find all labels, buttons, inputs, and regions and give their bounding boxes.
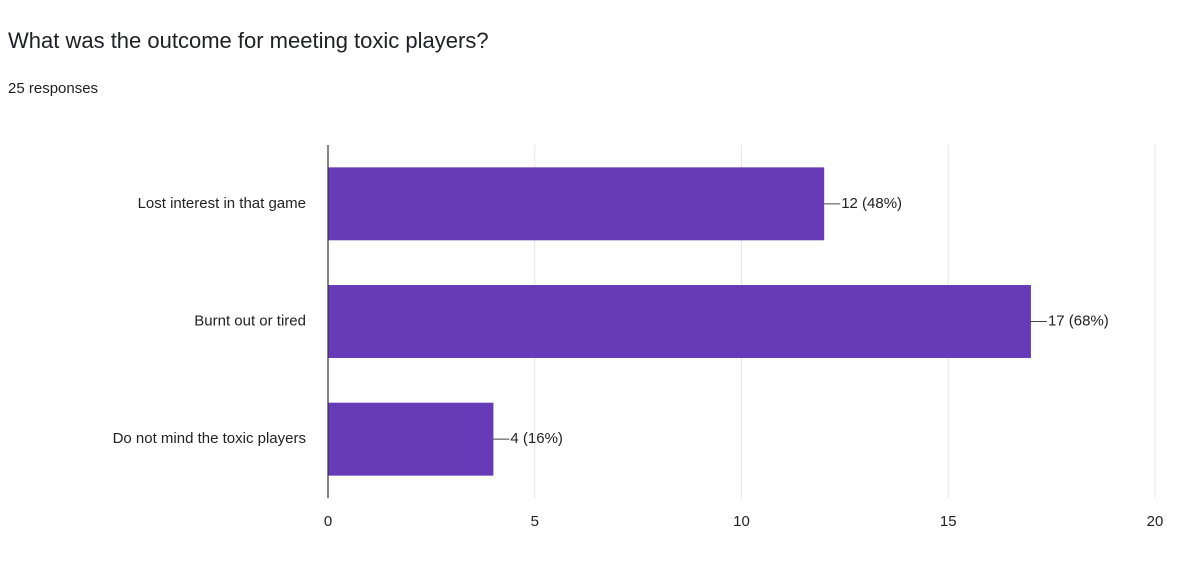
x-tick-label: 10 [733, 513, 750, 530]
chart-title: What was the outcome for meeting toxic p… [8, 28, 489, 53]
y-tick-label: Lost interest in that game [138, 195, 306, 212]
y-tick-label: Burnt out or tired [194, 312, 306, 329]
x-tick-label: 5 [531, 513, 539, 530]
x-tick-label: 15 [940, 513, 957, 530]
value-label: 4 (16%) [510, 430, 563, 447]
y-tick-label: Do not mind the toxic players [113, 430, 306, 447]
value-label: 12 (48%) [841, 195, 902, 212]
x-tick-label: 0 [324, 513, 332, 530]
x-tick-label: 20 [1147, 513, 1164, 530]
bar [328, 402, 494, 476]
bar [328, 167, 825, 241]
chart-subtitle: 25 responses [8, 80, 98, 97]
bar [328, 285, 1031, 358]
value-label: 17 (68%) [1048, 312, 1109, 329]
